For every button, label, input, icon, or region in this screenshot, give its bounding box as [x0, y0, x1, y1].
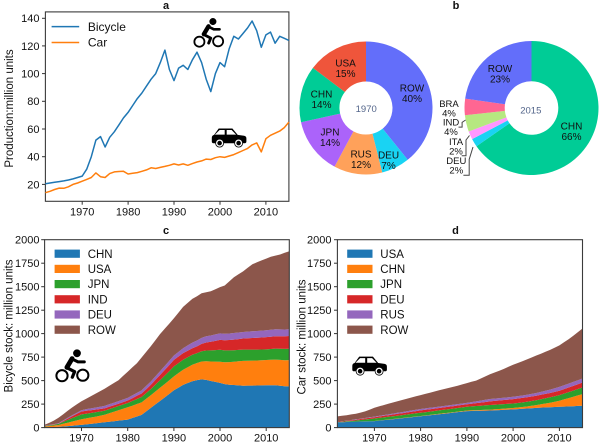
- svg-text:Car: Car: [88, 36, 107, 50]
- svg-text:2000: 2000: [208, 433, 232, 444]
- svg-text:1750: 1750: [15, 258, 39, 270]
- svg-text:JPN: JPN: [88, 279, 110, 291]
- svg-text:500: 500: [313, 376, 331, 388]
- svg-text:USA: USA: [88, 264, 112, 276]
- svg-text:DEU: DEU: [446, 156, 466, 167]
- svg-text:2010: 2010: [254, 433, 278, 444]
- svg-text:60: 60: [27, 124, 39, 136]
- svg-text:1750: 1750: [307, 258, 331, 270]
- svg-text:12%: 12%: [351, 160, 371, 171]
- svg-text:IND: IND: [88, 294, 108, 306]
- svg-text:Bicycle: Bicycle: [88, 20, 126, 34]
- svg-text:a: a: [163, 0, 170, 12]
- svg-text:2010: 2010: [254, 207, 278, 219]
- svg-text:14%: 14%: [320, 138, 340, 149]
- svg-text:1000: 1000: [15, 329, 39, 341]
- svg-text:14%: 14%: [311, 100, 331, 111]
- svg-text:ROW: ROW: [400, 84, 425, 95]
- svg-text:1990: 1990: [455, 433, 479, 444]
- svg-text:1500: 1500: [307, 282, 331, 294]
- svg-text:Bicycle stock: million units: Bicycle stock: million units: [4, 259, 16, 392]
- svg-text:250: 250: [313, 399, 331, 411]
- svg-text:2010: 2010: [547, 433, 571, 444]
- svg-text:2000: 2000: [307, 235, 331, 247]
- svg-text:1500: 1500: [15, 282, 39, 294]
- svg-text:2%: 2%: [449, 146, 463, 157]
- svg-text:1250: 1250: [307, 305, 331, 317]
- svg-text:66%: 66%: [561, 132, 581, 143]
- svg-text:JPN: JPN: [380, 279, 402, 291]
- svg-text:DEU: DEU: [380, 294, 404, 306]
- svg-text:2000: 2000: [15, 235, 39, 247]
- svg-text:1990: 1990: [162, 207, 186, 219]
- svg-text:4%: 4%: [442, 108, 456, 119]
- svg-text:CHN: CHN: [380, 264, 405, 276]
- svg-text:CHN: CHN: [561, 122, 583, 133]
- svg-text:2000: 2000: [208, 207, 232, 219]
- svg-text:d: d: [452, 225, 459, 237]
- svg-text:80: 80: [27, 96, 39, 108]
- svg-text:750: 750: [21, 352, 39, 364]
- svg-text:CHN: CHN: [311, 90, 333, 101]
- svg-text:1990: 1990: [162, 433, 186, 444]
- svg-text:1250: 1250: [15, 305, 39, 317]
- svg-text:Production:million units: Production:million units: [4, 49, 16, 168]
- svg-text:1970: 1970: [70, 207, 94, 219]
- svg-text:1970: 1970: [356, 104, 377, 115]
- svg-text:ROW: ROW: [488, 64, 513, 75]
- svg-text:1980: 1980: [116, 207, 140, 219]
- svg-text:40: 40: [27, 152, 39, 164]
- svg-text:100: 100: [21, 69, 39, 81]
- svg-text:1970: 1970: [362, 433, 386, 444]
- svg-text:1000: 1000: [307, 329, 331, 341]
- svg-text:1980: 1980: [115, 433, 139, 444]
- svg-text:b: b: [453, 0, 460, 12]
- svg-text:140: 140: [21, 13, 39, 25]
- svg-text:ROW: ROW: [88, 325, 116, 337]
- svg-text:DEU: DEU: [88, 310, 112, 322]
- svg-text:ITA: ITA: [449, 137, 464, 148]
- svg-text:2000: 2000: [501, 433, 525, 444]
- svg-text:USA: USA: [380, 249, 404, 261]
- svg-text:120: 120: [21, 41, 39, 53]
- svg-text:2%: 2%: [449, 166, 463, 177]
- svg-text:JPN: JPN: [321, 128, 340, 139]
- svg-text:DEU: DEU: [378, 151, 399, 162]
- svg-text:CHN: CHN: [88, 249, 113, 261]
- svg-text:2015: 2015: [520, 105, 541, 116]
- svg-text:750: 750: [313, 352, 331, 364]
- svg-text:c: c: [163, 225, 169, 237]
- svg-text:500: 500: [21, 376, 39, 388]
- svg-text:15%: 15%: [335, 69, 355, 80]
- svg-text:ROW: ROW: [380, 325, 408, 337]
- svg-text:0: 0: [325, 423, 331, 435]
- svg-text:0: 0: [33, 423, 39, 435]
- svg-text:USA: USA: [335, 59, 356, 70]
- svg-text:BRA: BRA: [439, 99, 459, 110]
- svg-text:Car stock: million units: Car stock: million units: [297, 279, 309, 394]
- svg-text:7%: 7%: [381, 161, 396, 172]
- svg-text:23%: 23%: [490, 75, 510, 86]
- svg-text:40%: 40%: [402, 94, 422, 105]
- svg-text:250: 250: [21, 399, 39, 411]
- svg-text:1980: 1980: [408, 433, 432, 444]
- svg-text:IND: IND: [443, 118, 460, 129]
- svg-text:RUS: RUS: [380, 310, 405, 322]
- svg-text:RUS: RUS: [350, 150, 371, 161]
- svg-text:4%: 4%: [444, 127, 458, 138]
- svg-text:1970: 1970: [69, 433, 93, 444]
- svg-text:20: 20: [27, 179, 39, 191]
